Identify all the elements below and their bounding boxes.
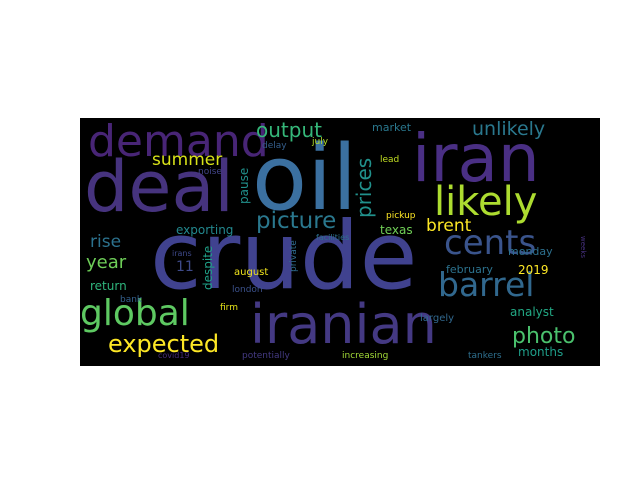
word-rise: rise: [90, 232, 122, 252]
word-irans: irans: [172, 249, 192, 258]
word-brent: brent: [426, 216, 472, 236]
word-firm: firm: [220, 303, 238, 313]
word-output: output: [256, 118, 322, 142]
word-picture: picture: [256, 208, 337, 234]
word-barrel: barrel: [438, 265, 535, 304]
word-return: return: [90, 279, 127, 293]
word-texas: texas: [380, 223, 413, 237]
word-pause: pause: [237, 167, 251, 204]
word-august: august: [234, 267, 269, 278]
word-crude: crude: [150, 202, 418, 311]
word-weeks: weeks: [579, 236, 587, 259]
word-exporting: exporting: [176, 223, 234, 237]
word-covid19: covid19: [158, 351, 190, 360]
word-deal: deal: [84, 146, 234, 228]
word-increasing: increasing: [342, 351, 389, 361]
word-monday: monday: [508, 245, 553, 258]
word-oil: oil: [252, 126, 358, 231]
word-london: london: [232, 285, 263, 295]
word-months: months: [518, 345, 564, 359]
word-facilities: facilities: [316, 233, 350, 242]
word-lead: lead: [380, 155, 400, 165]
word-likely: likely: [434, 179, 538, 225]
word-prices: prices: [352, 157, 376, 218]
word-tankers: tankers: [468, 351, 502, 361]
word-summer: summer: [152, 150, 223, 170]
word-pickup: pickup: [386, 211, 416, 221]
word-private: private: [289, 240, 299, 272]
word-noise: noise: [198, 167, 222, 177]
word-photo: photo: [512, 324, 576, 349]
word-2019: 2019: [518, 263, 549, 277]
word-demand: demand: [88, 118, 269, 167]
word-july: july: [312, 137, 329, 147]
word-unlikely: unlikely: [472, 118, 546, 140]
word-delay: delay: [262, 141, 287, 151]
word-global: global: [80, 293, 190, 334]
word-bank: bank: [120, 295, 143, 305]
word-year: year: [86, 252, 127, 273]
word-iranian: iranian: [250, 293, 437, 356]
word-cents: cents: [444, 223, 537, 263]
word-iran: iran: [412, 120, 540, 197]
word-market: market: [372, 121, 412, 134]
word-largely: largely: [420, 313, 455, 324]
word-11: 11: [176, 259, 194, 275]
word-cloud: crude oil deal iran iranian demand likel…: [80, 118, 600, 366]
word-despite: despite: [201, 245, 215, 290]
word-expected: expected: [108, 330, 220, 358]
word-february: february: [446, 263, 493, 276]
word-potentially: potentially: [242, 351, 290, 361]
word-analyst: analyst: [510, 305, 554, 319]
